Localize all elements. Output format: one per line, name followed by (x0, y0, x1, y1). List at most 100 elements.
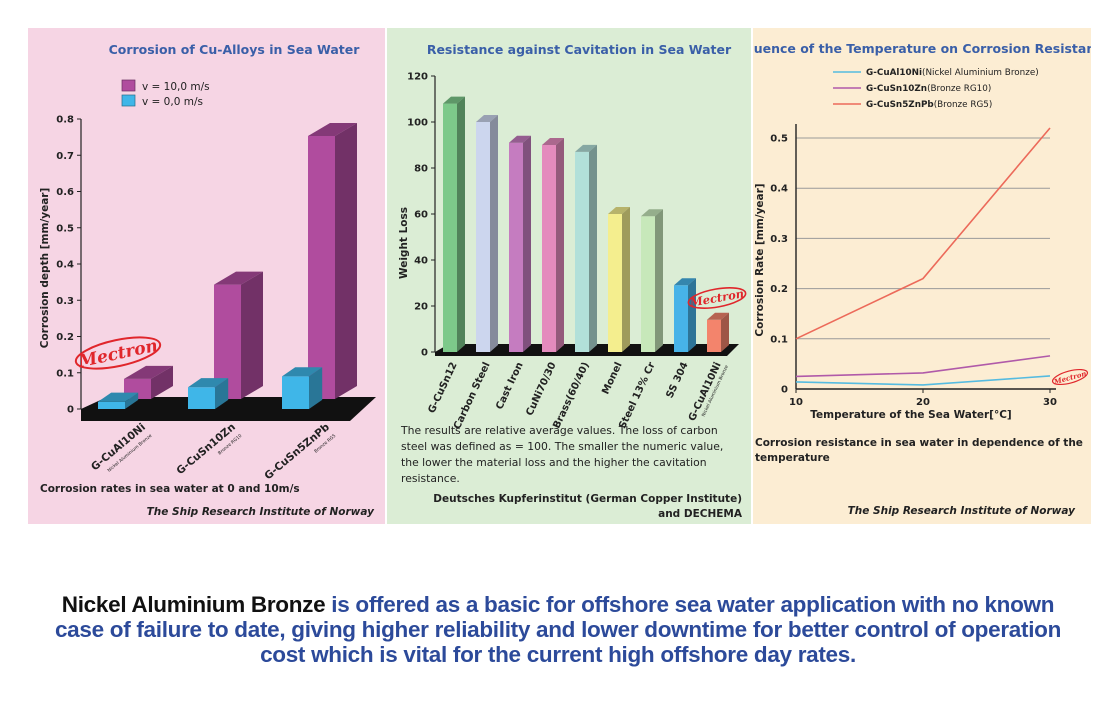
bar-G-CuAl10Ni-front (707, 319, 721, 352)
bar-Cast Iron-side (523, 135, 531, 352)
legend-label-rest: (Nickel Aluminium Bronze) (922, 68, 1039, 78)
temperature-chart-title: Influence of the Temperature on Corrosio… (753, 41, 1091, 56)
cavitation-caption-line-1: The results are relative average values.… (400, 424, 718, 437)
legend-label: G-CuSn10Zn(Bronze RG10) (866, 84, 991, 94)
bar-SS 304-top (674, 278, 696, 286)
x-tick-label: 20 (916, 397, 930, 408)
bar-G-CuSn10Zn-v10-top (214, 271, 263, 285)
y-tick-label: 0.4 (770, 184, 788, 195)
bar-Monel-top (608, 207, 630, 214)
category-label: G-CuSn5ZnPb (262, 421, 332, 482)
bar-G-CuSn10Zn-v0-side (215, 378, 229, 409)
cavitation-chart-title: Resistance against Cavitation in Sea Wat… (427, 42, 732, 57)
bar-G-CuAl10Ni-v0 (98, 392, 139, 409)
y-tick-label: 0.5 (770, 134, 788, 145)
legend-label: v = 0,0 m/s (142, 96, 203, 108)
bar-Monel-front (608, 214, 622, 352)
legend-label-rest: (Bronze RG5) (934, 100, 993, 110)
temperature-chart-axes: 0 0.1 0.2 0.3 0.4 0.5 10 20 30 Temperature of the… (754, 124, 1057, 421)
bar-G-CuAl10Ni-side (721, 312, 729, 352)
bar-G-CuSn5ZnPb-v0-top (282, 367, 323, 377)
bar-SS 304 (674, 278, 696, 352)
logo-text: Mectron (688, 286, 745, 309)
logo-ellipse (1051, 368, 1089, 386)
bar-Carbon Steel (476, 115, 498, 352)
legend-label-bold: G-CuSn5ZnPb (866, 100, 934, 110)
bar-Steel 13% Cr-front (641, 216, 655, 352)
bar-Cast Iron-top (509, 135, 531, 143)
bottom-highlight: Nickel Aluminium Bronze (61, 592, 326, 617)
bar-G-CuSn12-top (443, 96, 465, 104)
x-axis-title: Temperature of the Sea Water[°C] (810, 409, 1011, 421)
bar-G-CuSn12-front (443, 103, 457, 352)
cavitation-caption-line-4: resistance. (401, 472, 460, 485)
bar-G-CuAl10Ni (707, 312, 729, 352)
y-tick-label: 100 (407, 118, 428, 129)
bar-G-CuSn5ZnPb-v0 (282, 367, 323, 409)
temperature-chart-source: The Ship Research Institute of Norway (848, 505, 1077, 517)
y-tick-label: 0.3 (56, 296, 74, 307)
cavitation-caption-line-2: steel was defined as = 100. The smaller … (401, 440, 723, 453)
corrosion-chart-source: The Ship Research Institute of Norway (147, 506, 376, 518)
bar-Brass(60/40)-side (589, 144, 597, 352)
temperature-chart-lines (795, 127, 1051, 386)
corrosion-chart-title: Corrosion of Cu-Alloys in Sea Water (109, 42, 361, 57)
temperature-chart-panel: Influence of the Temperature on Corrosio… (753, 28, 1091, 524)
category-label: Carbon Steel (452, 361, 493, 431)
category-label: Monel (600, 361, 624, 397)
cavitation-chart-panel: Resistance against Cavitation in Sea Wat… (387, 28, 751, 524)
y-tick-label: 60 (414, 210, 428, 221)
bar-CuNi70/30-top (542, 138, 564, 145)
logo-ellipse (74, 336, 162, 370)
y-tick-label: 0.6 (56, 187, 74, 198)
bar-CuNi70/30 (542, 138, 564, 352)
legend-label: G-CuAl10Ni(Nickel Aluminium Bronze) (866, 68, 1039, 78)
legend-swatch (121, 94, 136, 107)
series-line-G-CuAl10Ni (795, 375, 1051, 386)
bar-G-CuSn12-side (457, 96, 465, 352)
bar-G-CuSn5ZnPb-v0-side (309, 367, 323, 409)
y-tick-label: 120 (407, 72, 428, 83)
bar-G-CuSn5ZnPb-v0-front (282, 376, 309, 409)
bar-Monel (608, 207, 630, 352)
y-tick-label: 20 (414, 302, 428, 313)
corrosion-chart-panel: Corrosion of Cu-Alloys in Sea Water v = … (28, 28, 385, 524)
temperature-chart: Influence of the Temperature on Corrosio… (753, 41, 1091, 517)
category-label: Steel 13% Cr (617, 361, 657, 431)
legend-swatch (121, 79, 136, 92)
y-tick-label: 0 (781, 385, 788, 396)
bar-G-CuSn5ZnPb-v10-front (308, 136, 335, 399)
corrosion-chart-bars (98, 123, 357, 409)
bar-G-CuSn12 (443, 96, 465, 352)
x-tick-label: 30 (1043, 397, 1057, 408)
legend-label: v = 10,0 m/s (142, 81, 210, 93)
cavitation-caption-line-3: the lower the material loss and the high… (401, 456, 707, 469)
mectron-logo: Mectron (1051, 368, 1089, 386)
bar-G-CuAl10Ni-v0-side (125, 392, 139, 409)
corrosion-chart: Corrosion of Cu-Alloys in Sea Water v = … (39, 42, 376, 518)
bar-SS 304-side (688, 278, 696, 352)
bar-Brass(60/40)-front (575, 151, 589, 352)
y-tick-label: 0.1 (770, 334, 788, 345)
category-label: SS 304 (665, 361, 691, 400)
bar-Carbon Steel-front (476, 122, 490, 352)
bottom-statement: Nickel Aluminium Bronze is offered as a … (40, 592, 1076, 667)
bar-CuNi70/30-front (542, 145, 556, 352)
legend-label-rest: (Bronze RG10) (927, 84, 991, 94)
series-line-G-CuSn5ZnPb (795, 127, 1051, 340)
temperature-chart-legend: G-CuAl10Ni(Nickel Aluminium Bronze) G-CuS… (833, 68, 1039, 110)
legend-label-bold: G-CuAl10Ni (866, 68, 922, 78)
y-tick-label: 0.1 (56, 368, 74, 379)
temperature-caption-line-1: Corrosion resistance in sea water in dep… (755, 437, 1083, 449)
y-tick-label: 0.3 (770, 234, 788, 245)
bar-Carbon Steel-side (490, 115, 498, 352)
bar-G-CuSn10Zn-v10-side (241, 271, 263, 399)
x-tick-label: 10 (789, 397, 803, 408)
y-tick-label: 0.2 (770, 284, 788, 295)
series-line-G-CuSn10Zn (795, 355, 1051, 378)
y-tick-label: 0.7 (56, 151, 74, 162)
bar-Brass(60/40) (575, 144, 597, 352)
y-axis-title: Corrosion Rate [mm/year] (754, 183, 766, 336)
y-axis-title: Corrosion depth [mm/year] (39, 188, 51, 349)
